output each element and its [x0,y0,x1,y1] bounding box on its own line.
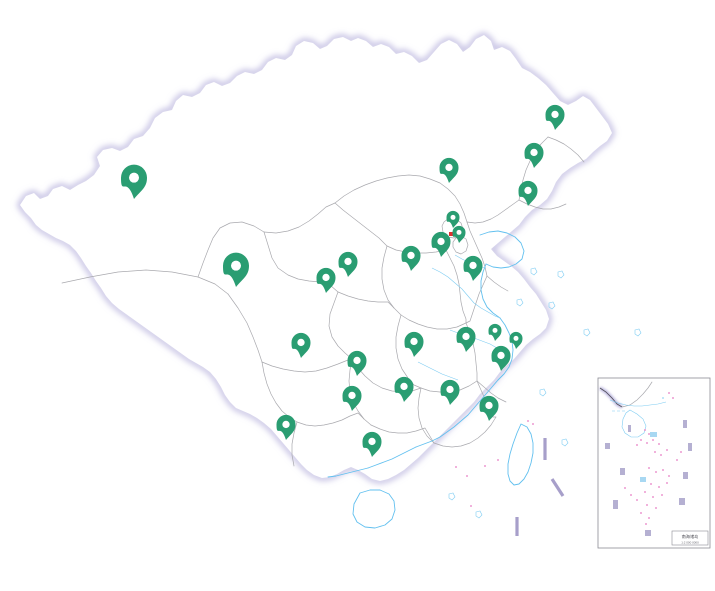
water-features [327,230,642,529]
map-pin-icon[interactable] [276,414,296,440]
marker-pin-layer[interactable] [121,104,565,457]
pin-hole [485,401,493,410]
pin-hole [407,251,415,260]
map-pin-icon[interactable] [362,431,382,457]
pin-hole [551,110,559,119]
pin-hole [282,420,290,429]
china-landmass [20,35,612,481]
pin-hole [530,148,538,157]
map-pin-icon[interactable] [488,323,502,341]
map-pin-icon[interactable] [394,376,414,402]
maritime-boundary-dashes [515,438,565,536]
pin-hole [368,437,376,446]
map-pin-icon[interactable] [223,252,249,287]
map-pin-icon[interactable] [446,210,460,228]
pin-hole [437,237,445,246]
inset-scale: 1:2 000 0000 [681,541,699,545]
map-pin-icon[interactable] [545,104,565,130]
map-pin-icon[interactable] [491,345,511,371]
map-pin-icon[interactable] [452,225,466,243]
pin-hole [462,332,470,341]
map-pin-icon[interactable] [401,245,421,271]
province-boundaries [61,136,585,467]
pin-hole [450,214,456,220]
map-pin-icon[interactable] [121,164,147,199]
pin-hole [353,356,361,365]
map-pin-icon[interactable] [440,379,460,405]
map-pin-icon[interactable] [509,331,523,349]
pin-hole [469,261,477,270]
pin-hole [348,391,356,400]
pin-hole [344,257,352,266]
map-pin-icon[interactable] [338,251,358,277]
pin-hole [456,229,462,235]
pin-hole [400,382,408,391]
map-pin-icon[interactable] [431,231,451,257]
map-pin-icon[interactable] [456,326,476,352]
map-pin-icon[interactable] [524,142,544,168]
pin-hole [524,186,532,195]
pin-hole [297,338,305,347]
pin-hole [231,260,241,271]
pin-hole [129,172,139,183]
pin-hole [513,335,519,341]
inset-title: 南海诸岛 [682,533,699,540]
map-pin-icon[interactable] [347,350,367,376]
map-pin-icon[interactable] [479,395,499,421]
pin-hole [410,337,418,346]
map-pin-icon[interactable] [316,267,336,293]
island-markers [455,420,534,507]
map-pin-icon[interactable] [518,180,538,206]
map-pin-icon[interactable] [439,157,459,183]
map-pin-icon[interactable] [404,331,424,357]
capital-dot [449,232,453,236]
map-pin-icon[interactable] [463,255,483,281]
pin-hole [497,351,505,360]
pin-hole [492,327,498,333]
pin-hole [446,385,454,394]
pin-hole [322,273,330,282]
south-china-sea-inset: 南海诸岛 1:2 000 0000 [597,377,711,549]
map-pin-icon[interactable] [342,385,362,411]
map-pin-icon[interactable] [291,332,311,358]
pin-hole [445,163,453,172]
